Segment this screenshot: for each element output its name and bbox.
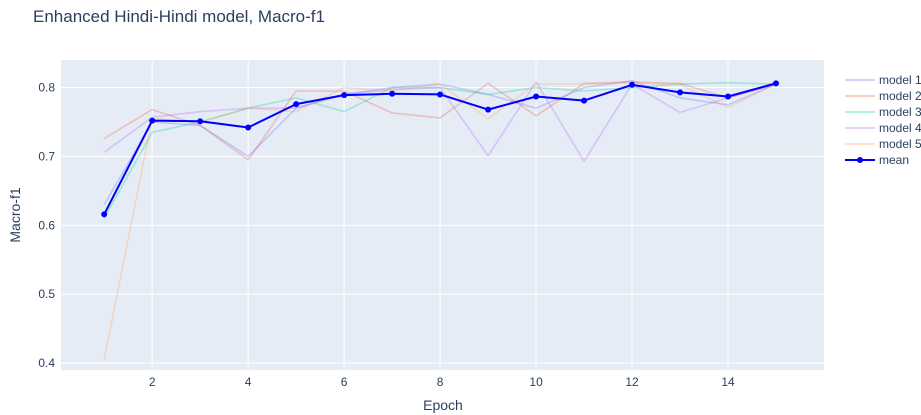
x-tick-label: 10 — [529, 375, 543, 389]
plot-area — [61, 60, 824, 370]
data-point-mean — [485, 106, 492, 113]
data-point-mean — [677, 89, 684, 96]
legend[interactable]: model 1 model 2 model 3 model 4 model 5 mean — [845, 73, 921, 167]
x-tick-label: 14 — [721, 375, 735, 389]
data-point-mean — [773, 80, 780, 87]
x-tick-labels: 2 4 6 8 10 12 14 — [149, 375, 735, 389]
y-axis-title: Macro-f1 — [7, 187, 23, 242]
legend-item-mean[interactable]: mean — [845, 153, 909, 167]
chart-title: Enhanced Hindi-Hindi model, Macro-f1 — [33, 7, 325, 26]
data-point-mean — [149, 117, 156, 124]
series-line-model-4 — [103, 81, 777, 163]
data-point-mean — [197, 118, 204, 125]
x-tick-label: 8 — [437, 375, 444, 389]
y-tick-label: 0.5 — [38, 287, 55, 301]
series-lines — [101, 79, 780, 360]
x-axis-title: Epoch — [423, 397, 463, 413]
x-tick-label: 2 — [149, 375, 156, 389]
data-point-mean — [725, 93, 732, 100]
y-tick-label: 0.7 — [38, 149, 55, 163]
y-gridlines — [61, 87, 824, 364]
x-tick-label: 12 — [625, 375, 639, 389]
legend-item-model-4[interactable]: model 4 — [845, 121, 921, 135]
legend-label: mean — [879, 153, 909, 167]
legend-marker — [857, 157, 863, 163]
legend-label: model 1 — [879, 73, 921, 87]
legend-label: model 3 — [879, 105, 921, 119]
data-point-mean — [437, 91, 444, 98]
legend-label: model 5 — [879, 137, 921, 151]
data-point-mean — [533, 93, 540, 100]
data-point-mean — [341, 92, 348, 99]
y-tick-label: 0.6 — [38, 218, 55, 232]
series-line-model-3 — [103, 81, 777, 219]
legend-label: model 2 — [879, 89, 921, 103]
data-point-mean — [581, 97, 588, 104]
x-gridlines — [151, 60, 729, 370]
legend-item-model-3[interactable]: model 3 — [845, 105, 921, 119]
legend-item-model-2[interactable]: model 2 — [845, 89, 921, 103]
series-line-model-5 — [103, 81, 777, 360]
data-point-mean — [245, 124, 252, 131]
series-line-model-2 — [103, 81, 777, 161]
x-tick-label: 4 — [245, 375, 252, 389]
data-point-mean — [293, 101, 300, 108]
y-tick-labels: 0.4 0.5 0.6 0.7 0.8 — [38, 81, 55, 371]
series-line-model-1 — [103, 79, 777, 206]
legend-item-model-5[interactable]: model 5 — [845, 137, 921, 151]
y-tick-label: 0.8 — [38, 81, 55, 95]
data-point-mean — [101, 211, 108, 218]
y-tick-label: 0.4 — [38, 356, 55, 370]
data-point-mean — [389, 90, 396, 97]
data-point-mean — [629, 81, 636, 88]
x-tick-label: 6 — [341, 375, 348, 389]
legend-item-model-1[interactable]: model 1 — [845, 73, 921, 87]
legend-label: model 4 — [879, 121, 921, 135]
